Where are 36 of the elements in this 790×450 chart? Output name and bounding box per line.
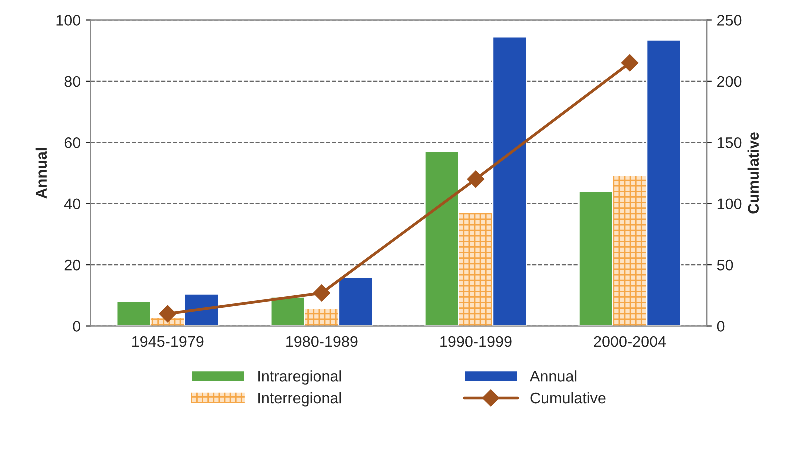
- y2-tick-label: 150: [718, 138, 742, 148]
- y-tick-label: 40: [64, 198, 81, 210]
- point: [159, 305, 176, 323]
- bar: [116, 301, 152, 326]
- y-tick-label: 60: [64, 138, 81, 148]
- x-tick-label: 1990-1999: [440, 336, 512, 348]
- y-tick-label: 80: [64, 76, 81, 88]
- bar: [613, 176, 647, 326]
- legend-label: Interregional: [258, 392, 342, 407]
- y-tick-label: 100: [56, 15, 81, 26]
- point: [621, 54, 639, 72]
- y-axis-title: Annual: [36, 148, 48, 199]
- legend-label: Intraregional: [258, 370, 342, 385]
- bar: [578, 190, 614, 326]
- bar: [492, 36, 528, 326]
- bar: [184, 293, 220, 326]
- point: [313, 284, 330, 302]
- y-tick-label: 0: [73, 321, 81, 332]
- y2-tick-label: 250: [718, 15, 742, 26]
- y2-tick-label: 100: [718, 198, 742, 210]
- legend-label: Annual: [530, 370, 577, 382]
- point: [467, 170, 485, 188]
- bar: [646, 39, 682, 326]
- y2-tick-label: 200: [718, 76, 742, 88]
- bar: [338, 276, 374, 326]
- bar: [459, 213, 493, 326]
- y2-axis-title: Cumulative: [748, 132, 760, 214]
- y2-tick-label: 50: [717, 260, 734, 271]
- x-tick-label: 2000-2004: [594, 336, 666, 348]
- bar: [424, 151, 460, 326]
- bar: [304, 309, 339, 326]
- x-tick-label: 1980-1989: [286, 336, 358, 348]
- x-tick-label: 1945-1979: [132, 336, 204, 348]
- y2-tick-label: 0: [717, 321, 725, 332]
- legend-label: Cumulative: [530, 392, 606, 404]
- y-tick-label: 20: [64, 260, 81, 271]
